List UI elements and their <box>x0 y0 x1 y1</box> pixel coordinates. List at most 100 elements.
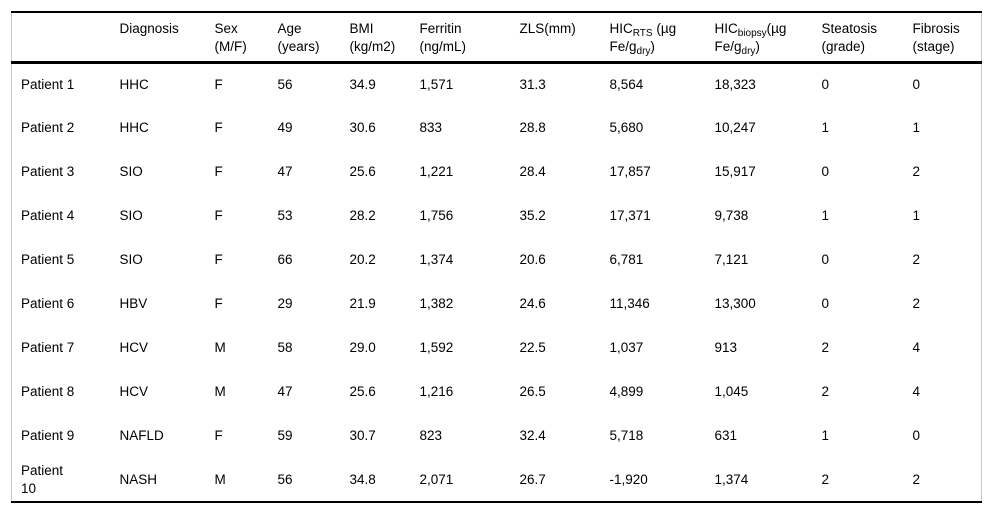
cell-fibrosis: 2 <box>912 296 921 311</box>
cell-hic_biopsy: 9,738 <box>714 208 749 223</box>
cell-patient: Patient 1 <box>12 62 111 106</box>
cell-diagnosis: SIO <box>119 208 143 223</box>
cell-steatosis: 0 <box>821 164 830 179</box>
cell-zls: 22.5 <box>519 340 546 355</box>
col-header-units: (ng/mL) <box>419 39 467 54</box>
cell-patient: Patient 2 <box>12 106 111 150</box>
cell-diagnosis: HHC <box>119 76 149 92</box>
col-header-ferritin: Ferritin (ng/mL) <box>410 12 511 64</box>
col-header-label: ZLS(mm) <box>519 21 576 36</box>
cell-hic_biopsy: 15,917 <box>714 164 756 179</box>
table-row: Patient 10 NASH M 56 34.8 2,071 26.7 -1,920 1,37… <box>12 458 982 502</box>
cell-hic_rts: 17,857 <box>609 164 651 179</box>
cell-hic_rts: 1,037 <box>609 340 644 355</box>
patient-label: Patient 1 <box>21 76 75 92</box>
col-header-label: HICbiopsy(µg <box>714 21 787 39</box>
cell-steatosis: 1 <box>821 428 830 443</box>
cell-diagnosis: HCV <box>119 340 149 355</box>
cell-bmi: 29.0 <box>349 340 376 355</box>
cell-ferritin: 823 <box>419 428 443 443</box>
cell-fibrosis: 4 <box>912 340 921 355</box>
col-header-label: Sex <box>214 21 238 36</box>
cell-ferritin: 1,374 <box>419 252 454 267</box>
table-row: Patient 4 SIO F 53 28.2 1,756 35.2 17,371 9,738 1… <box>12 194 982 238</box>
table-body: Patient 1 HHC F 56 34.9 1,571 31.3 8,564 18,323 0… <box>12 62 982 502</box>
table-row: Patient 9 NAFLD F 59 30.7 823 32.4 5,718 631 1 0 <box>12 414 982 458</box>
cell-hic_rts: 5,680 <box>609 120 644 135</box>
col-header-bmi: BMI (kg/m2) <box>340 12 411 64</box>
col-header-label: HICRTS (µg <box>609 21 677 39</box>
cell-sex: F <box>214 296 223 311</box>
cell-age: 53 <box>277 208 293 223</box>
cell-zls: 32.4 <box>519 428 546 443</box>
subscript-dry: dry <box>636 46 651 57</box>
cell-bmi: 34.8 <box>349 471 376 487</box>
cell-hic_rts: 4,899 <box>609 384 644 399</box>
cell-sex: M <box>214 384 226 399</box>
patient-data-table: Diagnosis Sex (M/F) Age (years) BMI (kg/… <box>11 11 982 503</box>
col-header-zls: ZLS(mm) <box>510 12 601 64</box>
cell-hic_biopsy: 631 <box>714 428 738 443</box>
cell-steatosis: 0 <box>821 252 830 267</box>
col-header-units: (M/F) <box>214 39 247 54</box>
cell-fibrosis: 2 <box>912 471 921 487</box>
subscript-biopsy: biopsy <box>737 28 767 39</box>
cell-steatosis: 2 <box>821 384 830 399</box>
cell-age: 66 <box>277 252 293 267</box>
col-header-units: (kg/m2) <box>349 39 396 54</box>
cell-hic_biopsy: 1,045 <box>714 384 749 399</box>
cell-ferritin: 1,221 <box>419 164 454 179</box>
cell-sex: F <box>214 428 223 443</box>
cell-bmi: 30.6 <box>349 120 376 135</box>
table-row: Patient 2 HHC F 49 30.6 833 28.8 5,680 10,247 1 1 <box>12 106 982 150</box>
cell-zls: 26.7 <box>519 471 546 487</box>
cell-zls: 35.2 <box>519 208 546 223</box>
col-header-label: Fibrosis <box>912 21 960 36</box>
cell-diagnosis: SIO <box>119 252 143 267</box>
cell-steatosis: 1 <box>821 120 830 135</box>
cell-sex: M <box>214 471 226 487</box>
patient-label: Patient 5 <box>21 252 75 267</box>
cell-hic_rts: 6,781 <box>609 252 644 267</box>
cell-bmi: 28.2 <box>349 208 376 223</box>
col-header-patient <box>11 12 111 64</box>
cell-zls: 26.5 <box>519 384 546 399</box>
patient-label: Patient 3 <box>21 164 75 179</box>
cell-bmi: 21.9 <box>349 296 376 311</box>
cell-patient: Patient 10 <box>12 458 111 502</box>
cell-diagnosis: HHC <box>119 120 149 135</box>
table-row: Patient 1 HHC F 56 34.9 1,571 31.3 8,564 18,323 0… <box>12 62 982 106</box>
document-page: Diagnosis Sex (M/F) Age (years) BMI (kg/… <box>0 11 992 523</box>
col-header-units: (grade) <box>821 39 866 54</box>
col-header-units: (years) <box>277 39 320 54</box>
cell-diagnosis: SIO <box>119 164 143 179</box>
cell-hic_biopsy: 10,247 <box>714 120 756 135</box>
cell-ferritin: 1,592 <box>419 340 454 355</box>
cell-zls: 24.6 <box>519 296 546 311</box>
table-row: Patient 5 SIO F 66 20.2 1,374 20.6 6,781 7,121 0 2 <box>12 238 982 282</box>
cell-ferritin: 2,071 <box>419 471 454 487</box>
table-row: Patient 8 HCV M 47 25.6 1,216 26.5 4,899 1,045 2 4 <box>12 370 982 414</box>
col-header-age: Age (years) <box>268 12 341 64</box>
col-header-diagnosis: Diagnosis <box>110 12 206 64</box>
cell-bmi: 20.2 <box>349 252 376 267</box>
patient-label: Patient 2 <box>21 120 75 135</box>
patient-label: Patient 10 <box>21 462 64 496</box>
cell-age: 29 <box>277 296 293 311</box>
cell-bmi: 25.6 <box>349 164 376 179</box>
cell-steatosis: 2 <box>821 471 830 487</box>
cell-bmi: 34.9 <box>349 76 376 92</box>
cell-ferritin: 1,571 <box>419 76 454 92</box>
cell-sex: F <box>214 76 223 92</box>
patient-label: Patient 8 <box>21 384 75 399</box>
patient-label: Patient 9 <box>21 428 75 443</box>
cell-steatosis: 2 <box>821 340 830 355</box>
col-header-sex: Sex (M/F) <box>205 12 269 64</box>
table-row: Patient 7 HCV M 58 29.0 1,592 22.5 1,037 913 2 4 <box>12 326 982 370</box>
cell-zls: 20.6 <box>519 252 546 267</box>
cell-diagnosis: NASH <box>119 471 158 487</box>
cell-age: 59 <box>277 428 293 443</box>
cell-diagnosis: NAFLD <box>119 428 164 443</box>
cell-bmi: 25.6 <box>349 384 376 399</box>
col-header-label: Steatosis <box>821 21 878 36</box>
